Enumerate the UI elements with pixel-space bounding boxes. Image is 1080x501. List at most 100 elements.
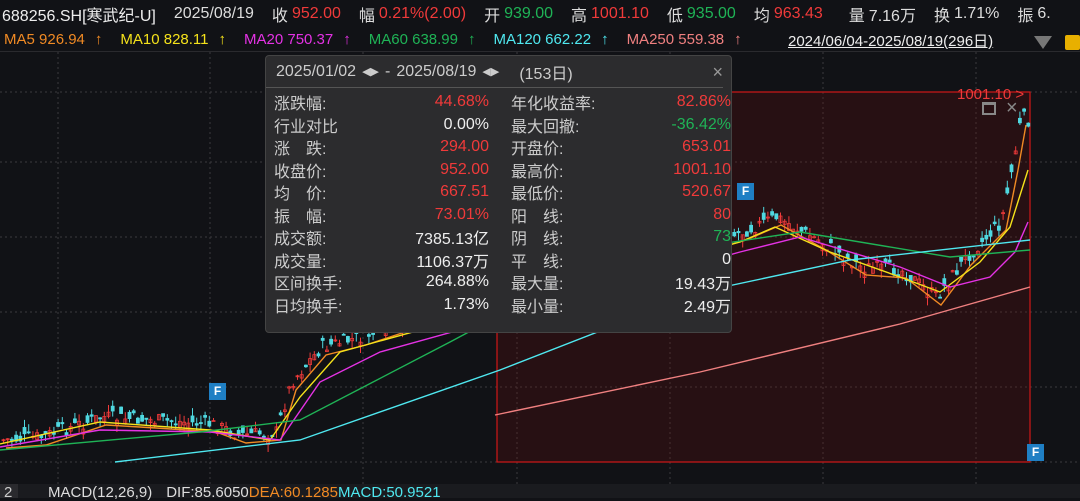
macd-value: MACD:50.9521 (338, 484, 441, 501)
stat-row: 开盘价: 653.01 (511, 136, 731, 159)
candle (955, 270, 959, 275)
stat-label: 成交额: (274, 231, 327, 249)
candle (127, 411, 132, 419)
stat-value: 7385.13亿 (415, 231, 489, 249)
maximize-icon[interactable] (982, 102, 996, 115)
stat-label: 均 价: (274, 186, 327, 204)
candle (770, 211, 774, 216)
event-flag-icon[interactable]: F (209, 383, 226, 400)
candle (278, 412, 283, 416)
candle (749, 224, 753, 233)
ma-legend-item[interactable]: MA120 662.22 (493, 31, 592, 48)
candle (135, 417, 140, 424)
dropdown-triangle-icon[interactable] (1034, 36, 1052, 49)
date-range-selector[interactable]: 2024/06/04-2025/08/19(296日) (788, 33, 994, 50)
candle (732, 231, 737, 237)
stat-row: 最低价: 520.67 (511, 181, 731, 204)
candle (9, 438, 14, 441)
candle (812, 236, 816, 239)
candle (320, 337, 325, 341)
stat-row: 涨跌幅: 44.68% (274, 91, 489, 114)
candle (329, 338, 334, 345)
candle (761, 212, 766, 220)
stat-label: 阳 线: (511, 208, 564, 226)
stat-label: 最大回撤: (511, 118, 580, 136)
end-date: 2025/08/19 (396, 62, 477, 80)
stat-row: 最大回撤: -36.42% (511, 114, 731, 137)
stat-value: 952.00 (440, 160, 489, 178)
quote-date: 2025/08/19 (173, 5, 254, 22)
candle (144, 417, 149, 420)
candle (253, 428, 258, 433)
candle (119, 406, 123, 414)
close-icon[interactable]: × (712, 62, 723, 82)
candle (77, 420, 81, 426)
candle (219, 422, 224, 426)
lock-icon[interactable] (1065, 35, 1080, 50)
symbol[interactable]: 688256.SH[寒武纪-U] (2, 8, 156, 25)
ma10-line (0, 169, 1029, 445)
candle (900, 270, 905, 277)
candle (198, 422, 203, 424)
stat-label: 最大量: (511, 276, 564, 294)
candle (803, 226, 808, 230)
stat-value: 44.68% (434, 93, 489, 111)
close-selection-icon[interactable]: × (1006, 97, 1018, 119)
high-label: 高 (571, 8, 588, 25)
candle (94, 415, 98, 423)
stat-label: 最高价: (511, 163, 564, 181)
candle (73, 418, 77, 423)
arrow-up-icon: ↑ (218, 31, 227, 48)
stat-label: 年化收益率: (511, 96, 596, 114)
stat-row: 均 价: 667.51 (274, 181, 489, 204)
candle (866, 263, 871, 266)
ma-legend-item[interactable]: MA10 828.11 (120, 31, 209, 48)
stat-value: 653.01 (682, 138, 731, 156)
high-value: 1001.10 (591, 5, 649, 22)
stat-row: 最大量: 19.43万 (511, 271, 731, 294)
candle (1026, 122, 1031, 127)
ma-legend-item[interactable]: MA5 926.94 (4, 31, 85, 48)
stat-label: 涨跌幅: (274, 96, 327, 114)
macd-legend: 2 MACD(12,26,9) DIF:85.6050 DEA:60.1285 … (0, 484, 1080, 501)
candle (165, 418, 170, 421)
stat-row: 行业对比 0.00% (274, 114, 489, 137)
end-stepper-icon[interactable]: ◀▶ (482, 66, 500, 78)
event-flag-icon[interactable]: F (737, 183, 754, 200)
candle (316, 353, 321, 357)
candle (299, 374, 304, 379)
stat-value: 1.73% (443, 295, 489, 313)
indicator-index[interactable]: 2 (0, 484, 18, 501)
candle (1, 439, 6, 442)
candle (345, 336, 350, 343)
candle (917, 278, 921, 284)
candle (971, 255, 976, 258)
candle (950, 270, 955, 273)
candle (245, 433, 250, 436)
quote-header: 688256.SH[寒武纪-U] 2025/08/19 收 952.00 幅 0.2… (0, 0, 1080, 28)
arrow-up-icon: ↑ (734, 31, 742, 48)
candle (287, 386, 292, 389)
candle (152, 422, 157, 426)
candle (161, 413, 166, 417)
candle (333, 339, 338, 342)
low-label: 低 (666, 8, 683, 25)
ma-legend-item[interactable]: MA60 638.99 (368, 31, 458, 48)
stat-value: 667.51 (440, 183, 489, 201)
amplitude-value: 6. (1037, 5, 1051, 22)
ma-legend-item[interactable]: MA20 750.37 (244, 31, 334, 48)
start-date: 2025/01/02 (276, 62, 357, 80)
candle (131, 410, 136, 414)
start-stepper-icon[interactable]: ◀▶ (362, 66, 379, 78)
close-label: 收 (271, 8, 288, 25)
candle (52, 432, 56, 435)
candle (1005, 187, 1010, 194)
candle (875, 260, 879, 263)
event-flag-icon[interactable]: F (1027, 444, 1044, 461)
stat-row: 阴 线: 73 (511, 226, 731, 249)
ma-legend-item[interactable]: MA250 559.38 (626, 31, 725, 48)
candle (934, 291, 938, 294)
stat-row: 日均换手: 1.73% (274, 294, 489, 317)
candle (261, 435, 266, 438)
candle (1013, 150, 1018, 155)
